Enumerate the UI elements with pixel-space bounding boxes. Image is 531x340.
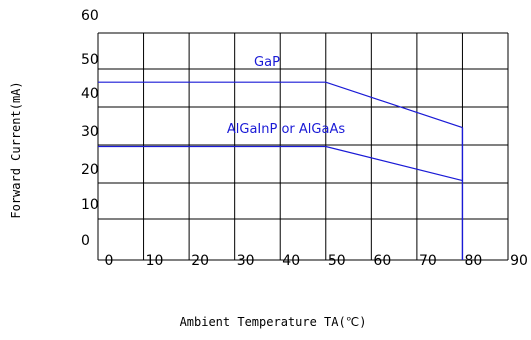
x-tick-label-20: 20 [191, 253, 209, 269]
x-tick-label-40: 40 [282, 253, 300, 269]
x-tick-label-30: 30 [237, 253, 255, 269]
y-tick-label-10: 10 [81, 197, 99, 213]
y-tick-label-50: 50 [81, 52, 99, 68]
series-label-1: AlGaInP or AlGaAs [227, 122, 345, 137]
y-tick-label-20: 20 [81, 162, 99, 178]
x-tick-label-80: 80 [465, 253, 483, 269]
series-label-0: GaP [254, 55, 280, 70]
x-tick-label-0: 0 [105, 253, 114, 269]
y-tick-label-zero: 0 [81, 233, 90, 249]
label-layer: GaP AlGaInP or AlGaAs 10 20 30 40 50 60 00 10 20 30… [81, 8, 528, 269]
y-tick-label-60: 60 [81, 8, 99, 24]
x-tick-label-60: 60 [373, 253, 391, 269]
x-tick-label-50: 50 [328, 253, 346, 269]
y-tick-label-40: 40 [81, 86, 99, 102]
x-tick-label-90: 90 [510, 253, 528, 269]
y-tick-label-30: 30 [81, 124, 99, 140]
x-axis-title: Ambient Temperature TA(℃) [180, 315, 367, 329]
x-tick-label-10: 10 [146, 253, 164, 269]
y-axis-title: Forward Current(mA) [9, 81, 23, 218]
x-tick-label-70: 70 [419, 253, 437, 269]
